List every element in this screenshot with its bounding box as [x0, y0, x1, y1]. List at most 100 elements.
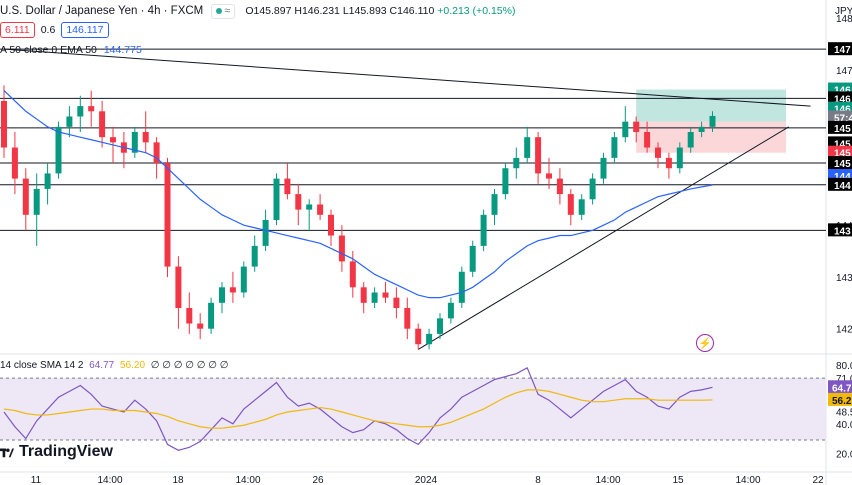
rsi-sma-legend-value: 56.20 — [119, 360, 146, 371]
candle-body — [426, 333, 433, 345]
price-axis-tick: 142. — [836, 325, 852, 336]
candle-body — [306, 204, 313, 210]
candle-body — [77, 106, 84, 117]
candle-body — [229, 287, 236, 293]
candle-body — [502, 168, 509, 195]
candle-body — [589, 178, 596, 200]
rsi-axis-tick: 40.0 — [836, 420, 852, 431]
time-axis-tick: 18 — [172, 475, 184, 485]
candle-body — [567, 194, 574, 215]
price-tag-bg — [828, 91, 852, 105]
currency-label[interactable]: JPY — [835, 6, 852, 17]
symbol-title[interactable]: U.S. Dollar / Japanese Yen · 4h · FXCM — [0, 5, 204, 17]
price-tag-label: 145 — [834, 139, 851, 150]
candle-body — [186, 308, 193, 324]
rsi-legend[interactable]: 14 close SMA 14 2 64.77 56.20 ∅ ∅ ∅ ∅ ∅ … — [0, 360, 228, 371]
candle-body — [338, 235, 345, 262]
chart-header: U.S. Dollar / Japanese Yen · 4h · FXCM ≈… — [0, 2, 515, 20]
candle-body — [415, 328, 422, 345]
candle-body — [524, 137, 531, 158]
rsi-axis-tick: 48.5 — [836, 407, 852, 418]
price-tag-label: 145 — [834, 149, 851, 160]
price-tag-bg — [828, 110, 852, 124]
rsi-tag-label: 56.2 — [832, 396, 852, 407]
candle-body — [295, 194, 302, 210]
rsi-tag-bg — [828, 392, 852, 406]
candle-body — [393, 297, 400, 308]
candle-body — [262, 220, 269, 246]
candle-body — [22, 178, 29, 215]
candle-body — [655, 147, 661, 158]
ema-line — [3, 90, 713, 299]
market-status-badge[interactable]: ≈ — [211, 3, 236, 19]
rsi-legend-empty-values: ∅ ∅ ∅ ∅ ∅ ∅ ∅ — [150, 360, 229, 371]
price-tag-label: 143 — [834, 226, 851, 237]
candle-body — [88, 106, 95, 112]
ema-legend-value: 144.775 — [103, 44, 142, 56]
candle-body — [633, 121, 640, 132]
price-tag-bg — [828, 120, 852, 134]
rsi-legend-label: 14 close SMA 14 2 — [0, 360, 84, 371]
time-axis-tick: 2024 — [415, 475, 438, 485]
price-tag-label: 57:4 — [834, 114, 852, 125]
candle-body — [644, 132, 651, 148]
candle-body — [99, 111, 106, 138]
candle-body — [11, 147, 18, 179]
rsi-sma-line — [3, 389, 713, 429]
rsi-line — [3, 366, 713, 451]
candle-body — [273, 178, 280, 220]
ohlc-readout: O145.897 H146.231 L145.893 C146.110 +0.2… — [245, 5, 515, 17]
time-axis-tick: 14:00 — [595, 475, 620, 485]
ohlc-high: H146.231 — [294, 5, 340, 17]
price-tag-label: 145 — [834, 159, 851, 170]
candle-body — [197, 323, 204, 329]
price-axis-tick: 147 — [836, 66, 852, 77]
rsi-axis-tick: 20.0 — [836, 449, 852, 460]
candle-body — [469, 245, 476, 272]
ohlc-open: O145.897 — [245, 5, 292, 17]
candle-body — [546, 173, 552, 179]
candle-body — [698, 126, 705, 132]
candle-body — [480, 214, 487, 246]
tradingview-logo[interactable]: TradingView — [0, 443, 113, 461]
rsi-tag-bg — [828, 380, 852, 394]
candle-body — [600, 157, 607, 179]
price-tag-label: 144 — [834, 172, 851, 183]
sell-button[interactable]: 6.111 — [0, 22, 35, 38]
time-axis-tick: 22 — [812, 475, 824, 485]
candle-body — [110, 137, 116, 143]
candle-body — [44, 173, 51, 189]
candle-body — [491, 194, 498, 215]
candle-body — [578, 199, 585, 215]
ema-legend[interactable]: A 50 close 0 EMA 50 144.775 — [0, 44, 142, 56]
ohlc-low: L145.893 — [342, 5, 387, 17]
price-tag-label: 147 — [834, 45, 851, 56]
market-open-icon — [216, 8, 223, 14]
candle-body — [328, 214, 334, 236]
rsi-band — [0, 378, 826, 440]
price-tag-bg — [828, 177, 852, 191]
rsi-axis-tick: 71.0 — [836, 374, 852, 385]
candle-body — [709, 115, 716, 127]
price-axis-tick: 143 — [836, 273, 852, 284]
trendline — [3, 48, 811, 107]
price-tag-label: 144 — [834, 181, 851, 192]
rsi-axis-tick: 80.00 — [836, 361, 852, 372]
candle-body — [175, 266, 182, 308]
candle-body — [611, 137, 618, 158]
price-tag-label: 145 — [834, 124, 851, 135]
lightning-icon[interactable]: ⚡ — [696, 334, 714, 352]
candle-body — [142, 132, 149, 143]
buy-button[interactable]: 146.117 — [61, 22, 109, 38]
candle-body — [676, 147, 683, 169]
candle-body — [66, 116, 73, 127]
price-tag-label: 146 — [834, 94, 851, 105]
candle-body — [360, 287, 367, 303]
price-tag-label: 146 — [834, 86, 851, 97]
candle-body — [622, 121, 629, 138]
candle-body — [131, 132, 138, 153]
candle-body — [1, 100, 7, 148]
price-tag-bg — [828, 42, 852, 56]
